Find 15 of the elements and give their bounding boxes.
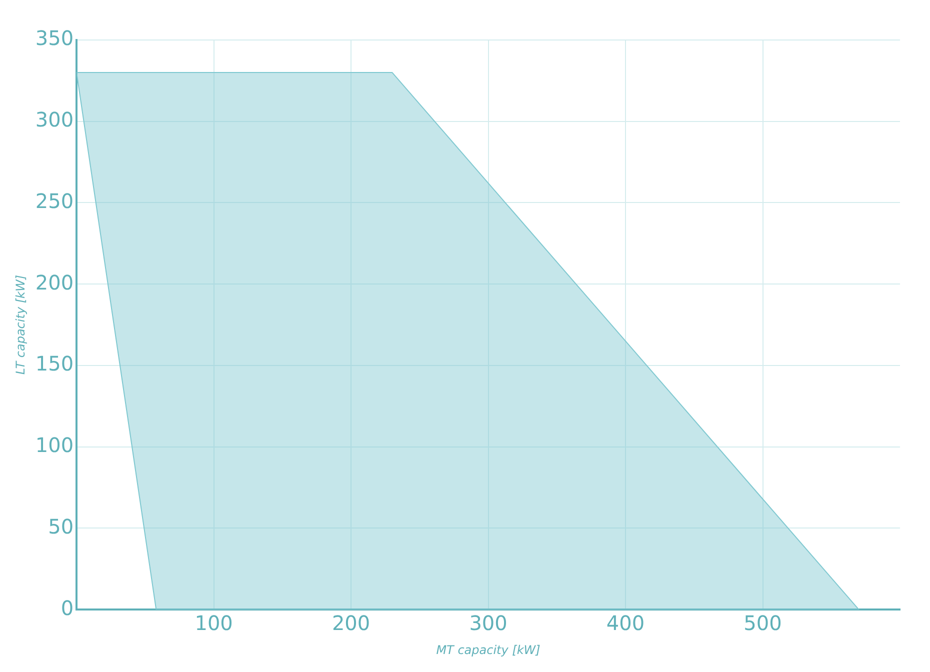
y-tick-label: 0 xyxy=(60,596,74,620)
y-tick-label: 300 xyxy=(35,108,74,132)
y-tick-label: 350 xyxy=(35,26,74,50)
y-tick-label: 100 xyxy=(35,433,74,458)
x-axis-title: MT capacity [kW] xyxy=(436,642,541,657)
y-axis-title: LT capacity [kW] xyxy=(13,274,28,375)
y-tick-label: 200 xyxy=(35,270,74,294)
y-tick-label: 150 xyxy=(35,352,74,376)
x-tick-label: 200 xyxy=(332,610,370,635)
y-tick-label: 50 xyxy=(48,514,74,538)
x-tick-label: 400 xyxy=(606,610,645,635)
y-tick-label: 250 xyxy=(35,188,74,213)
x-tick-label: 500 xyxy=(744,610,782,635)
x-tick-label: 100 xyxy=(194,610,233,635)
x-tick-label: 300 xyxy=(469,610,508,635)
